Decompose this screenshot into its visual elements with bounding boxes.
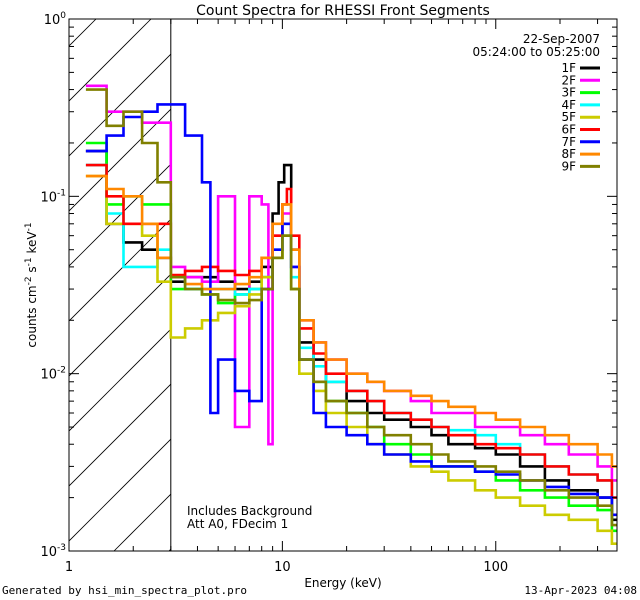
hatch-line bbox=[69, 273, 171, 377]
y-tick-label: 10-1 bbox=[40, 188, 66, 205]
timestamp-label: 13-Apr-2023 04:08 bbox=[524, 584, 637, 597]
excluded-energy-hatch bbox=[69, 19, 171, 551]
legend-label-3F: 3F bbox=[561, 86, 576, 100]
legend-label-2F: 2F bbox=[561, 73, 576, 87]
y-tick-label: 100 bbox=[44, 11, 67, 28]
annotation-background: Includes Background bbox=[187, 504, 312, 518]
legend-label-6F: 6F bbox=[561, 123, 576, 137]
series-line-5F bbox=[85, 174, 617, 545]
hatch-line bbox=[69, 438, 171, 542]
hatch-line bbox=[69, 383, 171, 487]
chart-title: Count Spectra for RHESSI Front Segments bbox=[196, 3, 490, 19]
series-line-2F bbox=[85, 84, 617, 482]
y-tick-base: 10 bbox=[40, 545, 57, 560]
hatch-line bbox=[69, 19, 97, 47]
y-tick-exponent: -1 bbox=[57, 188, 66, 198]
annotation-attenuator: Att A0, FDecim 1 bbox=[187, 517, 288, 531]
series-line-1F bbox=[85, 149, 617, 522]
y-tick-label: 10-2 bbox=[40, 366, 66, 383]
y-tick-exponent: -2 bbox=[57, 366, 66, 376]
y-tick-base: 10 bbox=[44, 13, 61, 28]
hatch-line bbox=[69, 218, 171, 322]
series-line-8F bbox=[85, 174, 617, 468]
y-tick-base: 10 bbox=[40, 190, 57, 205]
x-axis-label: Energy (keV) bbox=[304, 576, 381, 590]
generated-by-label: Generated by hsi_min_spectra_plot.pro bbox=[2, 584, 247, 597]
x-tick-labels: 1 10 100 bbox=[65, 560, 508, 575]
legend-label-7F: 7F bbox=[561, 135, 576, 149]
x-tick-label: 1 bbox=[65, 560, 73, 575]
legend-label-1F: 1F bbox=[561, 61, 576, 75]
time-range-label: 05:24:00 to 05:25:00 bbox=[473, 45, 600, 59]
hatch-line bbox=[69, 19, 152, 102]
plot-frame bbox=[68, 18, 618, 552]
y-tick-base: 10 bbox=[40, 368, 57, 383]
legend-label-4F: 4F bbox=[561, 98, 576, 112]
y-tick-labels: 100 10-1 10-2 10-3 bbox=[40, 11, 66, 560]
legend-label-5F: 5F bbox=[561, 110, 576, 124]
y-tick-exponent: -3 bbox=[57, 543, 66, 553]
hatch-line bbox=[69, 53, 171, 157]
series-layer bbox=[85, 84, 617, 545]
legend-label-9F: 9F bbox=[561, 159, 576, 173]
series-line-4F bbox=[85, 163, 617, 499]
series-line-3F bbox=[85, 141, 617, 533]
y-tick-exponent: 0 bbox=[60, 11, 66, 21]
x-tick-label: 100 bbox=[483, 560, 508, 575]
date-label: 22-Sep-2007 bbox=[523, 32, 600, 46]
y-tick-label: 10-3 bbox=[40, 543, 66, 560]
axis-ticks bbox=[68, 19, 617, 552]
y-axis-label: counts cm-2 s-1 keV-1 bbox=[24, 222, 39, 347]
x-tick-label: 10 bbox=[274, 560, 291, 575]
legend-label-8F: 8F bbox=[561, 147, 576, 161]
series-line-6F bbox=[85, 163, 617, 499]
series-line-9F bbox=[85, 88, 617, 527]
